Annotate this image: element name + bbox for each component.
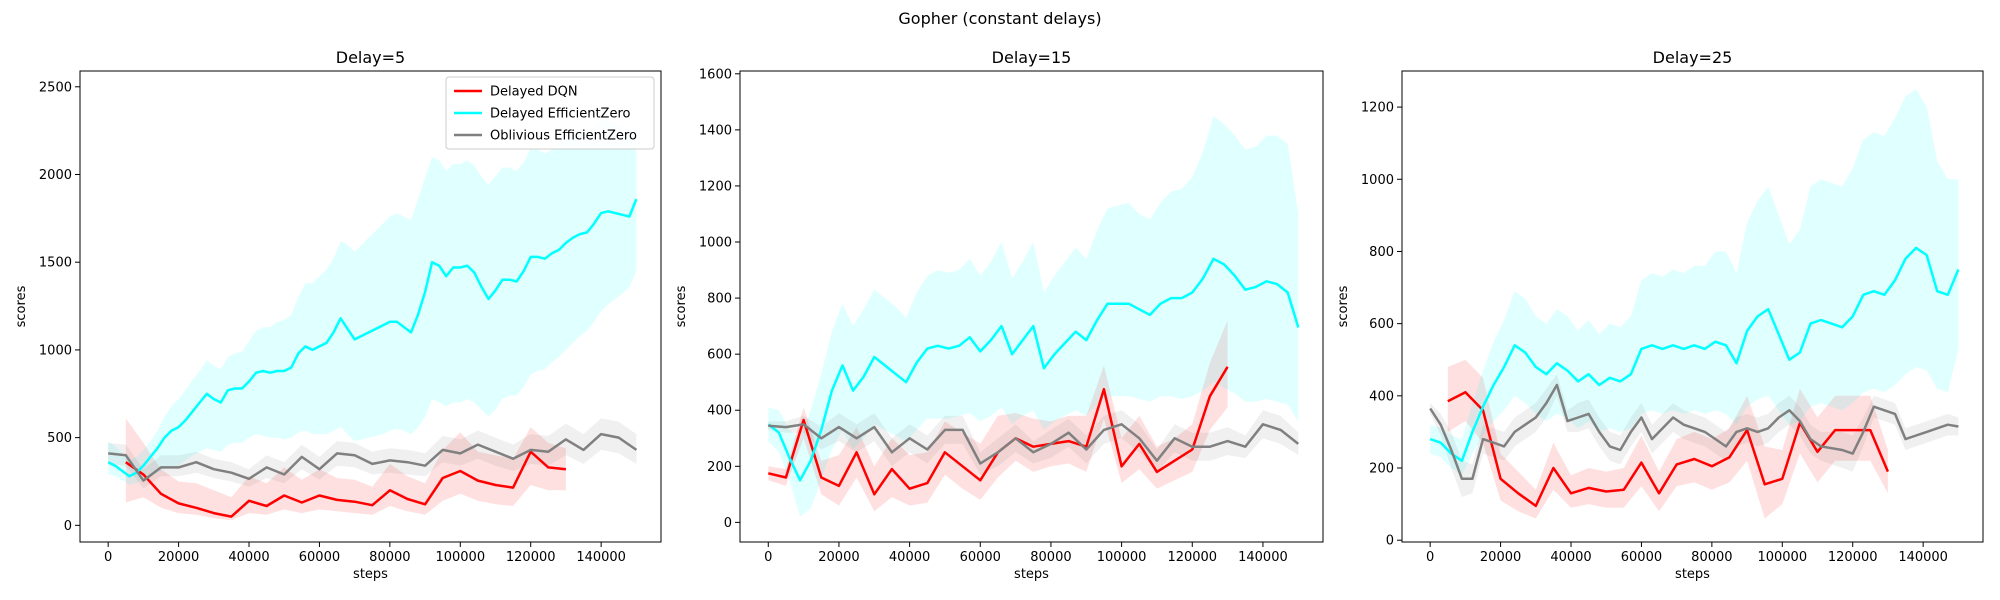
y-tick-label: 600 — [1369, 317, 1394, 332]
band-oblivious-efficientzero — [108, 418, 637, 489]
x-tick-label: 60000 — [299, 550, 340, 565]
x-tick-label: 120000 — [1167, 550, 1217, 565]
x-tick-label: 0 — [104, 550, 112, 565]
x-tick-label: 60000 — [960, 550, 1001, 565]
x-tick-label: 80000 — [369, 550, 410, 565]
series-line-delayed-efficientzero — [1429, 246, 1960, 463]
x-axis-label: steps — [353, 567, 388, 582]
y-axis-label: scores — [14, 285, 29, 327]
x-axis-label: steps — [1675, 567, 1710, 582]
legend-label: Oblivious EfficientZero — [490, 129, 637, 144]
y-tick-label: 600 — [707, 348, 732, 363]
figure-suptitle: Gopher (constant delays) — [898, 9, 1102, 28]
y-tick-label: 1600 — [699, 67, 732, 82]
y-tick-label: 0 — [64, 519, 72, 534]
x-tick-label: 0 — [764, 550, 772, 565]
y-tick-label: 800 — [707, 292, 732, 307]
y-tick-label: 1000 — [699, 236, 732, 251]
legend: Delayed DQN Delayed EfficientZero Obliviou… — [445, 76, 655, 150]
x-tick-label: 40000 — [1550, 550, 1591, 565]
series-line-delayed-dqn — [1447, 390, 1890, 508]
y-tick-label: 800 — [1369, 245, 1394, 260]
x-tick-label: 100000 — [435, 550, 485, 565]
x-tick-label: 40000 — [228, 550, 269, 565]
y-tick-label: 1000 — [39, 343, 72, 358]
x-tick-label: 0 — [1426, 550, 1434, 565]
y-tick-label: 2500 — [39, 80, 72, 95]
x-tick-label: 120000 — [506, 550, 556, 565]
subplot-2: 0 20000 40000 60000 80000 100000 120000 140000 0… — [674, 48, 1324, 582]
subplot-3: 0 20000 40000 60000 80000 100000 120000 140000 0… — [1336, 48, 1984, 582]
x-tick-label: 20000 — [1480, 550, 1521, 565]
axes-frame — [79, 70, 662, 543]
y-tick-label: 1000 — [1361, 173, 1394, 188]
axes-frame — [739, 70, 1324, 543]
series-line-oblivious-efficientzero — [768, 423, 1300, 465]
y-tick-label: 1400 — [699, 123, 732, 138]
y-tick-label: 400 — [1369, 389, 1394, 404]
y-tick-label: 200 — [707, 460, 732, 475]
x-tick-label: 20000 — [818, 550, 859, 565]
x-axis-label: steps — [1014, 567, 1049, 582]
band-oblivious-efficientzero — [768, 410, 1299, 475]
x-tick-label: 60000 — [1621, 550, 1662, 565]
x-tick-label: 100000 — [1757, 550, 1807, 565]
subplot-1: 0 20000 40000 60000 80000 100000 120000 140000 0… — [14, 48, 662, 582]
subplot-title: Delay=5 — [336, 48, 405, 67]
y-axis-label: scores — [674, 285, 689, 327]
band-delayed-efficientzero — [1430, 89, 1959, 476]
series-line-delayed-dqn — [125, 450, 567, 518]
y-tick-label: 1500 — [39, 256, 72, 271]
x-tick-label: 20000 — [158, 550, 199, 565]
y-tick-label: 0 — [1386, 534, 1394, 549]
band-delayed-dqn — [1447, 359, 1888, 519]
y-tick-label: 400 — [707, 404, 732, 419]
series-line-oblivious-efficientzero — [108, 432, 638, 482]
x-tick-label: 80000 — [1030, 550, 1071, 565]
y-tick-label: 1200 — [1361, 101, 1394, 116]
x-tick-label: 100000 — [1097, 550, 1147, 565]
y-tick-label: 200 — [1369, 462, 1394, 477]
axes-frame — [1401, 70, 1984, 543]
y-tick-label: 1200 — [699, 179, 732, 194]
band-delayed-efficientzero — [768, 115, 1299, 517]
x-tick-label: 120000 — [1828, 550, 1878, 565]
series-line-oblivious-efficientzero — [1429, 383, 1959, 481]
subplot-title: Delay=15 — [992, 48, 1072, 67]
band-delayed-efficientzero — [108, 118, 637, 486]
x-tick-label: 140000 — [576, 550, 626, 565]
y-tick-label: 500 — [47, 431, 72, 446]
y-axis-label: scores — [1336, 285, 1351, 327]
y-tick-label: 0 — [724, 516, 732, 531]
x-tick-label: 40000 — [889, 550, 930, 565]
series-line-delayed-efficientzero — [107, 198, 638, 478]
series-line-delayed-efficientzero — [767, 257, 1300, 482]
x-tick-label: 80000 — [1691, 550, 1732, 565]
legend-box — [445, 76, 655, 150]
legend-label: Delayed EfficientZero — [490, 107, 631, 122]
subplot-title: Delay=25 — [1653, 48, 1733, 67]
band-delayed-dqn — [125, 418, 566, 521]
x-tick-label: 140000 — [1898, 550, 1948, 565]
x-tick-label: 140000 — [1238, 550, 1288, 565]
band-delayed-dqn — [768, 320, 1228, 512]
y-tick-label: 2000 — [39, 168, 72, 183]
legend-label: Delayed DQN — [490, 85, 578, 100]
